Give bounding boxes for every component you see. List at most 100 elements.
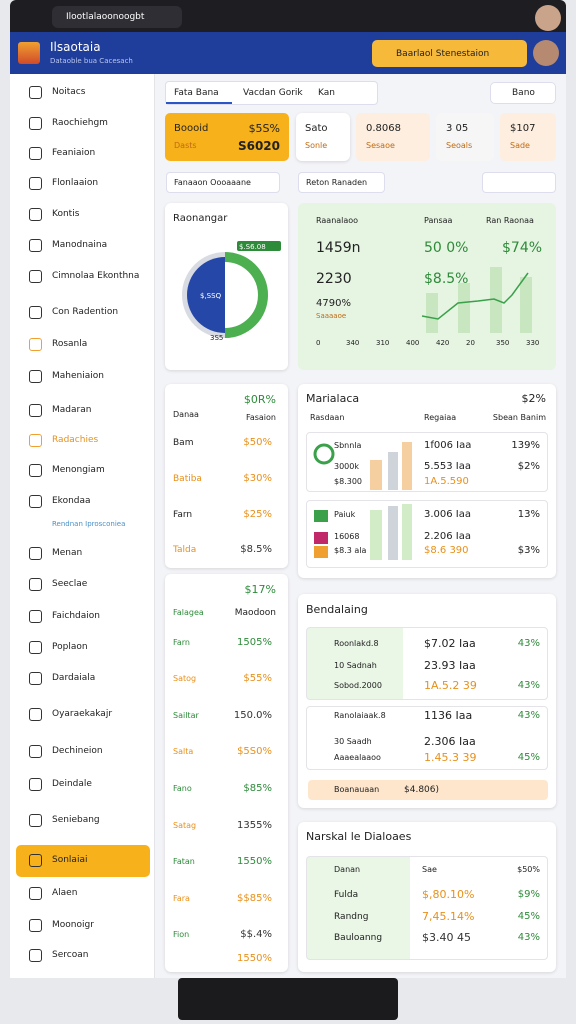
kpi-sub: Seoals	[446, 141, 473, 150]
app-title: Ilsaotaia	[50, 40, 101, 54]
badge: $.S6.08	[239, 243, 266, 251]
row-label: Sailtar	[173, 711, 199, 720]
col-header: Pansaa	[424, 216, 453, 225]
row-label: Batiba	[173, 474, 202, 484]
row-value: 1f006 Iaa	[424, 440, 472, 451]
trend-card	[298, 203, 556, 370]
col-header: $50%	[517, 865, 540, 874]
nav-icon	[29, 404, 42, 417]
nav-icon	[29, 745, 42, 758]
filter[interactable]	[166, 172, 280, 193]
metric: 1459n	[316, 240, 361, 256]
col-header: Regaiaa	[424, 413, 457, 422]
nav-item: Cimnolaa Ekonthna	[52, 271, 140, 281]
nav-item: Rosanla	[52, 339, 88, 349]
row-pct: 139%	[511, 440, 540, 451]
nav-icon	[29, 578, 42, 591]
row-value: $$.4%	[240, 929, 272, 940]
row-label: Randng	[334, 912, 369, 922]
row-value: 1.45.3 39	[424, 751, 477, 764]
row-value: 1A.5.590	[424, 476, 469, 487]
col-header: Danaa	[173, 410, 199, 419]
row-label: Aaaealaaoo	[334, 753, 381, 762]
kpi-label: 0.8068	[366, 123, 401, 134]
row-value: $7.02 Iaa	[424, 637, 476, 650]
nav-item: Deindale	[52, 779, 92, 789]
kpi-label: Boooid	[174, 123, 209, 134]
donut	[182, 241, 281, 338]
metric: 2230	[316, 271, 352, 287]
nav-item: Rendnan Iprosconiea	[52, 520, 126, 528]
row-value: 150.0%	[233, 710, 272, 721]
sidebar	[10, 74, 155, 978]
row-label: Fano	[173, 784, 192, 793]
tab-bar	[165, 81, 378, 105]
panel-title: Marialaca	[306, 392, 360, 405]
avatar[interactable]	[535, 5, 561, 31]
filter[interactable]	[298, 172, 385, 193]
row-label: Fion	[173, 930, 190, 939]
row-value: 2.206 Iaa	[424, 531, 472, 542]
nav-item: Dardaiala	[52, 673, 96, 683]
row-value: $25%	[243, 509, 272, 520]
row-value: 1550%	[237, 856, 272, 867]
nav-icon	[29, 887, 42, 900]
nav-item: Sercoan	[52, 950, 89, 960]
filter-button[interactable]	[490, 82, 556, 104]
row-label: Fara	[173, 894, 190, 903]
summary-value: $4.806)	[404, 785, 440, 795]
metric: $8.5%	[424, 271, 469, 287]
row-pct: $2%	[517, 461, 540, 472]
tab: Vacdan Gorik	[243, 88, 303, 98]
axis-label: 350	[496, 339, 510, 347]
row-label: $8.300	[334, 477, 362, 486]
donut-center: $,SSQ	[200, 292, 222, 300]
axis-label: 400	[406, 339, 420, 347]
device-stand	[178, 978, 398, 1020]
nav-item: Kontis	[52, 209, 80, 219]
nav-item: Oyaraekakajr	[52, 709, 113, 719]
row-label: Bauloanng	[334, 933, 383, 943]
nav-icon	[29, 86, 42, 99]
app-subtitle: Dataoble bua Cacesach	[50, 57, 133, 65]
nav-item: Manodnaina	[52, 240, 108, 250]
nav-icon	[29, 270, 42, 283]
row-value: 5.553 Iaa	[424, 461, 472, 472]
kpi-label: 3 05	[446, 123, 469, 134]
row-value: $$85%	[237, 893, 272, 904]
avatar[interactable]	[533, 40, 559, 66]
nav-item: Madaran	[52, 405, 92, 415]
col-header: Rasdaan	[310, 413, 345, 422]
search-box[interactable]	[372, 40, 527, 67]
row-value: $,80.10%	[422, 888, 475, 901]
mini-bars	[313, 442, 412, 560]
nav-icon	[29, 208, 42, 221]
nav-item: Sonlaiai	[52, 855, 88, 865]
search-text: Baarlaol Stenestaion	[396, 49, 490, 59]
panel-box	[306, 627, 548, 700]
kpi-sub: Dasts	[174, 141, 197, 150]
row-pct: 43%	[517, 710, 540, 721]
kpi-label: Sato	[305, 123, 328, 134]
icon-group[interactable]	[482, 172, 556, 193]
metric: 4790%	[316, 298, 351, 309]
nav-item: Seniebang	[52, 815, 100, 825]
row-label: Talda	[173, 545, 197, 555]
nav-icon	[29, 708, 42, 721]
row-value: $8.5%	[240, 544, 272, 555]
trend-chart	[421, 267, 532, 333]
row-value: 1355%	[237, 820, 272, 831]
row-label: Fulda	[334, 890, 359, 900]
row-label: Sbnnla	[334, 441, 362, 450]
nav-icon	[29, 434, 42, 447]
kpi-value: $5S%	[248, 122, 280, 135]
donut-foot: 3S5	[210, 334, 224, 342]
kpi-sub: Sesaoe	[366, 141, 395, 150]
nav-icon	[29, 370, 42, 383]
row-value: $50%	[243, 437, 272, 448]
browser-tab[interactable]	[52, 6, 182, 28]
kpi-card	[356, 113, 430, 161]
nav-item: Radachies	[52, 435, 99, 445]
tab-underline	[166, 102, 232, 104]
